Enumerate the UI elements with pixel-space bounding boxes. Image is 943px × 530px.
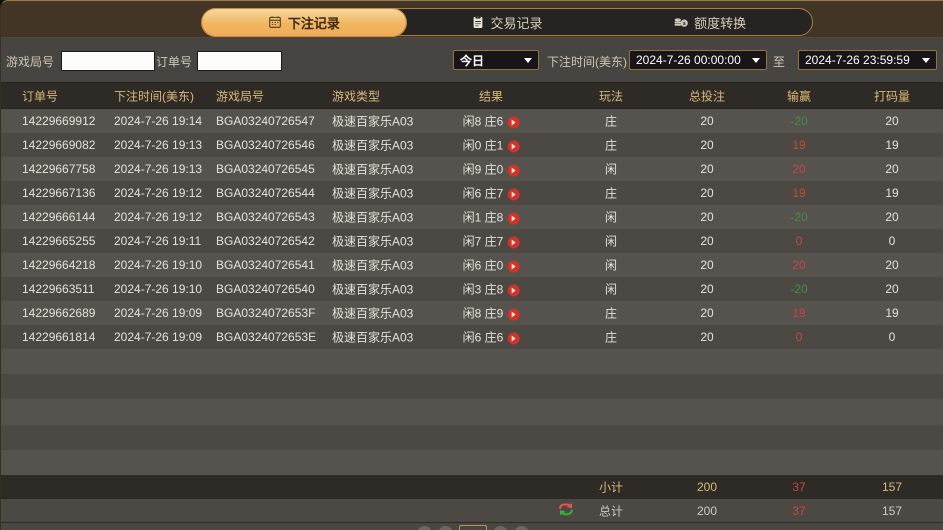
svg-text:$: $ <box>683 21 686 27</box>
